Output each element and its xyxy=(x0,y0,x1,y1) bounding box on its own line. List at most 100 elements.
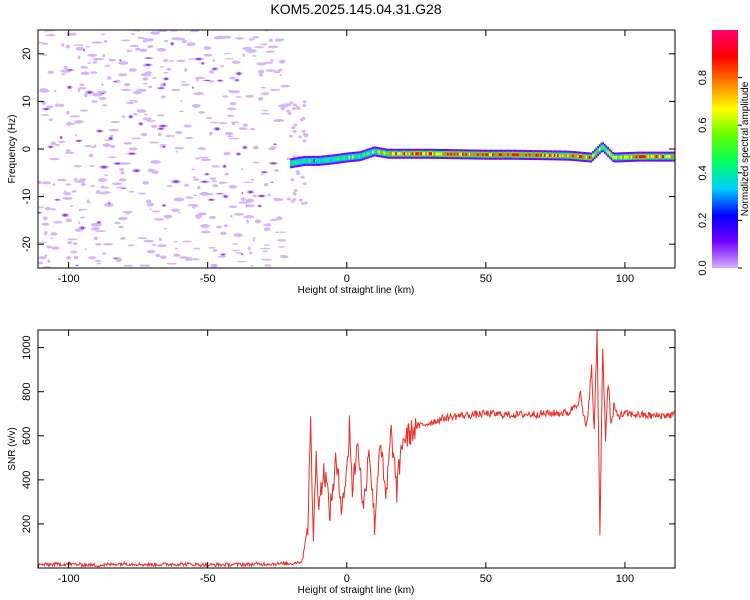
noise-speckle xyxy=(272,70,281,74)
noise-speckle xyxy=(195,76,206,79)
snr-y-axis-label: SNR (v/v) xyxy=(7,427,18,470)
signal-core xyxy=(378,150,381,154)
y-tick-label: -10 xyxy=(21,189,33,205)
noise-speckle xyxy=(38,241,47,244)
noise-speckle xyxy=(298,198,303,202)
noise-speckle xyxy=(228,205,238,208)
noise-speckle xyxy=(45,34,56,37)
noise-speckle xyxy=(193,92,205,96)
signal-core xyxy=(296,160,299,164)
noise-speckle xyxy=(83,145,93,148)
signal-core xyxy=(383,151,386,155)
signal-core xyxy=(672,155,675,159)
signal-core xyxy=(366,152,369,156)
signal-core xyxy=(375,150,377,154)
noise-speckle xyxy=(280,255,289,259)
noise-speckle-core xyxy=(241,192,243,194)
noise-speckle xyxy=(88,256,97,260)
noise-speckle xyxy=(69,205,74,207)
noise-speckle xyxy=(293,123,298,127)
noise-speckle xyxy=(262,250,268,253)
noise-speckle xyxy=(163,71,169,74)
noise-speckle xyxy=(199,191,210,196)
signal-core xyxy=(356,154,359,158)
noise-speckle xyxy=(151,210,161,213)
signal-core xyxy=(530,153,533,157)
signal-core xyxy=(310,159,312,163)
signal-core xyxy=(617,155,619,159)
noise-speckle xyxy=(293,189,298,193)
signal-core xyxy=(583,155,586,159)
noise-speckle xyxy=(209,121,219,124)
noise-speckle xyxy=(80,44,83,47)
colorbar-tick-label: 0.8 xyxy=(697,70,709,85)
signal-core xyxy=(647,155,650,159)
noise-speckle xyxy=(104,174,109,177)
noise-speckle xyxy=(209,70,215,74)
noise-speckle xyxy=(101,83,104,87)
colorbar-ticks: 0.0 0.2 0.4 0.6 0.8 xyxy=(697,70,742,276)
noise-speckle xyxy=(63,190,67,192)
noise-speckle xyxy=(80,66,89,69)
signal-core xyxy=(388,152,391,156)
noise-speckle xyxy=(96,262,102,265)
noise-speckle xyxy=(128,147,138,151)
noise-speckle xyxy=(193,178,200,181)
noise-speckle xyxy=(110,144,116,149)
noise-speckle xyxy=(92,92,103,97)
noise-speckle xyxy=(124,82,131,87)
noise-speckle xyxy=(227,107,237,111)
signal-core xyxy=(610,153,613,157)
signal-core xyxy=(478,153,481,157)
noise-speckle xyxy=(128,100,136,102)
signal-core xyxy=(346,155,349,159)
noise-speckle xyxy=(222,181,228,184)
noise-speckle xyxy=(41,42,49,45)
signal-core xyxy=(437,152,439,156)
noise-speckle xyxy=(82,180,85,184)
signal-core xyxy=(620,155,623,159)
colorbar: 0.0 0.2 0.4 0.6 0.8 Normalized spectral ampl… xyxy=(697,30,750,276)
noise-speckle-core xyxy=(43,108,49,110)
noise-speckle-core xyxy=(259,195,265,198)
signal-core xyxy=(567,154,569,158)
y-tick-label: 0 xyxy=(21,146,33,152)
noise-speckle xyxy=(250,265,254,267)
noise-speckle xyxy=(102,53,106,58)
x-tick-label: 100 xyxy=(616,273,634,285)
noise-speckle-core xyxy=(215,127,220,131)
noise-speckle xyxy=(40,181,52,185)
signal-core xyxy=(662,155,665,159)
noise-speckle xyxy=(216,225,222,229)
noise-speckle xyxy=(121,39,131,42)
signal-core xyxy=(308,159,311,163)
noise-speckle xyxy=(97,178,108,182)
noise-speckle xyxy=(183,124,192,128)
noise-speckle xyxy=(238,201,250,204)
noise-speckle xyxy=(211,180,218,182)
noise-speckle xyxy=(158,237,162,241)
noise-speckle xyxy=(197,185,201,190)
signal-core xyxy=(558,154,561,158)
noise-speckle xyxy=(132,112,138,116)
noise-speckle xyxy=(108,58,116,62)
noise-speckle xyxy=(127,244,135,247)
noise-speckle-core xyxy=(237,72,241,75)
signal-core xyxy=(455,152,458,156)
noise-speckle xyxy=(177,212,181,214)
noise-speckle-core xyxy=(221,253,225,256)
noise-speckle xyxy=(145,120,157,122)
noise-speckle xyxy=(275,231,280,234)
noise-speckle xyxy=(254,46,265,49)
signal-core xyxy=(485,153,488,157)
noise-speckle xyxy=(259,73,263,77)
signal-core xyxy=(658,155,661,159)
noise-speckle-core xyxy=(67,86,72,89)
noise-speckle xyxy=(77,87,87,90)
noise-speckle xyxy=(261,172,264,176)
noise-speckle xyxy=(80,216,86,219)
spectrogram-marks xyxy=(38,30,675,268)
noise-speckle xyxy=(170,208,180,212)
signal-core xyxy=(497,153,499,157)
